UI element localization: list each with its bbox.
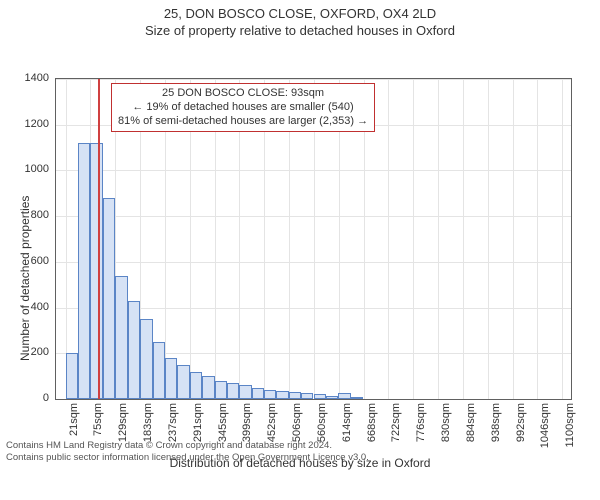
gridline-v [562, 79, 563, 399]
gridline-v [66, 79, 67, 399]
x-tick-label: 884sqm [465, 403, 477, 463]
gridline-v [413, 79, 414, 399]
x-tick-label: 75sqm [92, 403, 104, 463]
x-tick-label: 21sqm [68, 403, 80, 463]
x-axis-label: Distribution of detached houses by size … [0, 456, 600, 470]
histogram-bar [338, 393, 350, 399]
x-tick-label: 129sqm [117, 403, 129, 463]
annotation-box: 25 DON BOSCO CLOSE: 93sqm← 19% of detach… [111, 83, 375, 132]
plot-area: 25 DON BOSCO CLOSE: 93sqm← 19% of detach… [55, 78, 572, 400]
x-tick-label: 183sqm [142, 403, 154, 463]
histogram-bar [177, 365, 189, 399]
y-tick-label: 1400 [0, 72, 55, 84]
y-tick-label: 600 [0, 255, 55, 267]
y-tick-label: 0 [0, 392, 55, 404]
histogram-bar [90, 143, 102, 399]
x-tick-label: 345sqm [217, 403, 229, 463]
x-tick-label: 614sqm [341, 403, 353, 463]
x-tick-label: 938sqm [490, 403, 502, 463]
x-tick-label: 776sqm [415, 403, 427, 463]
x-tick-label: 1100sqm [564, 403, 576, 463]
histogram-bar [301, 393, 313, 399]
gridline-v [388, 79, 389, 399]
marker-line [98, 79, 100, 399]
histogram-bar [153, 342, 165, 399]
histogram-bar [128, 301, 140, 399]
x-tick-label: 399sqm [241, 403, 253, 463]
histogram-bar [165, 358, 177, 399]
histogram-bar [78, 143, 90, 399]
annotation-line: 25 DON BOSCO CLOSE: 93sqm [118, 87, 368, 101]
histogram-chart: Number of detached properties 0200400600… [0, 38, 600, 438]
histogram-bar [115, 276, 127, 399]
title-line1: 25, DON BOSCO CLOSE, OXFORD, OX4 2LD [0, 6, 600, 21]
y-tick-label: 200 [0, 346, 55, 358]
histogram-bar [239, 385, 251, 399]
histogram-bar [264, 390, 276, 399]
y-tick-label: 400 [0, 301, 55, 313]
x-tick-label: 1046sqm [539, 403, 551, 463]
gridline-v [438, 79, 439, 399]
gridline-v [537, 79, 538, 399]
x-tick-label: 291sqm [192, 403, 204, 463]
x-tick-label: 506sqm [291, 403, 303, 463]
annotation-line: 81% of semi-detached houses are larger (… [118, 115, 368, 129]
x-tick-label: 722sqm [390, 403, 402, 463]
x-tick-label: 560sqm [316, 403, 328, 463]
histogram-bar [314, 394, 326, 399]
histogram-bar [276, 391, 288, 399]
histogram-bar [103, 198, 115, 399]
x-tick-label: 830sqm [440, 403, 452, 463]
x-tick-label: 237sqm [167, 403, 179, 463]
histogram-bar [289, 392, 301, 399]
histogram-bar [252, 388, 264, 399]
histogram-bar [202, 376, 214, 399]
histogram-bar [190, 372, 202, 399]
annotation-line: ← 19% of detached houses are smaller (54… [118, 101, 368, 115]
title-line2: Size of property relative to detached ho… [0, 23, 600, 38]
x-tick-label: 992sqm [515, 403, 527, 463]
y-tick-label: 1000 [0, 163, 55, 175]
histogram-bar [326, 396, 338, 399]
x-tick-label: 452sqm [266, 403, 278, 463]
histogram-bar [351, 397, 363, 399]
y-tick-label: 800 [0, 209, 55, 221]
histogram-bar [215, 381, 227, 399]
histogram-bar [140, 319, 152, 399]
y-tick-label: 1200 [0, 118, 55, 130]
gridline-v [463, 79, 464, 399]
histogram-bar [66, 353, 78, 399]
gridline-v [488, 79, 489, 399]
histogram-bar [227, 383, 239, 399]
title-block: 25, DON BOSCO CLOSE, OXFORD, OX4 2LD Siz… [0, 0, 600, 38]
gridline-v [513, 79, 514, 399]
x-tick-label: 668sqm [366, 403, 378, 463]
